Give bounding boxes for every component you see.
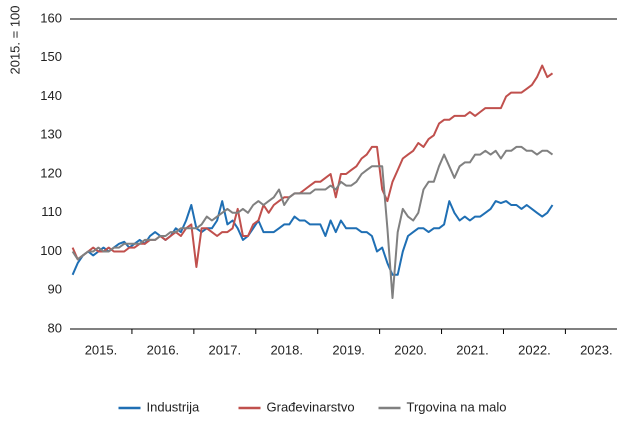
x-tick-label: 2015. — [85, 342, 118, 357]
y-tick-label: 160 — [40, 10, 62, 25]
x-tick-label: 2019. — [332, 342, 365, 357]
line-series — [71, 64, 554, 268]
y-tick-label: 80 — [48, 320, 62, 335]
x-tick-label: 2022. — [518, 342, 551, 357]
x-tick-label: 2018. — [270, 342, 303, 357]
y-tick-label: 100 — [40, 243, 62, 258]
x-tick-label: 2020. — [394, 342, 427, 357]
x-tick-label: 2017. — [209, 342, 242, 357]
y-tick-label: 130 — [40, 127, 62, 142]
x-tick-label: 2023. — [580, 342, 613, 357]
y-tick-label: 90 — [48, 282, 62, 297]
y-tick-label: 140 — [40, 88, 62, 103]
legend-label: Industrija — [147, 399, 201, 414]
y-axis-label: 2015. = 100 — [7, 5, 22, 74]
legend-label: Trgovina na malo — [407, 399, 507, 414]
x-tick-label: 2021. — [456, 342, 489, 357]
x-tick-label: 2016. — [147, 342, 180, 357]
legend-label: Građevinarstvo — [267, 399, 355, 414]
y-tick-label: 150 — [40, 49, 62, 64]
y-tick-label: 110 — [41, 204, 62, 219]
line-series — [71, 200, 554, 276]
y-tick-label: 120 — [40, 165, 62, 180]
line-series — [71, 145, 554, 299]
